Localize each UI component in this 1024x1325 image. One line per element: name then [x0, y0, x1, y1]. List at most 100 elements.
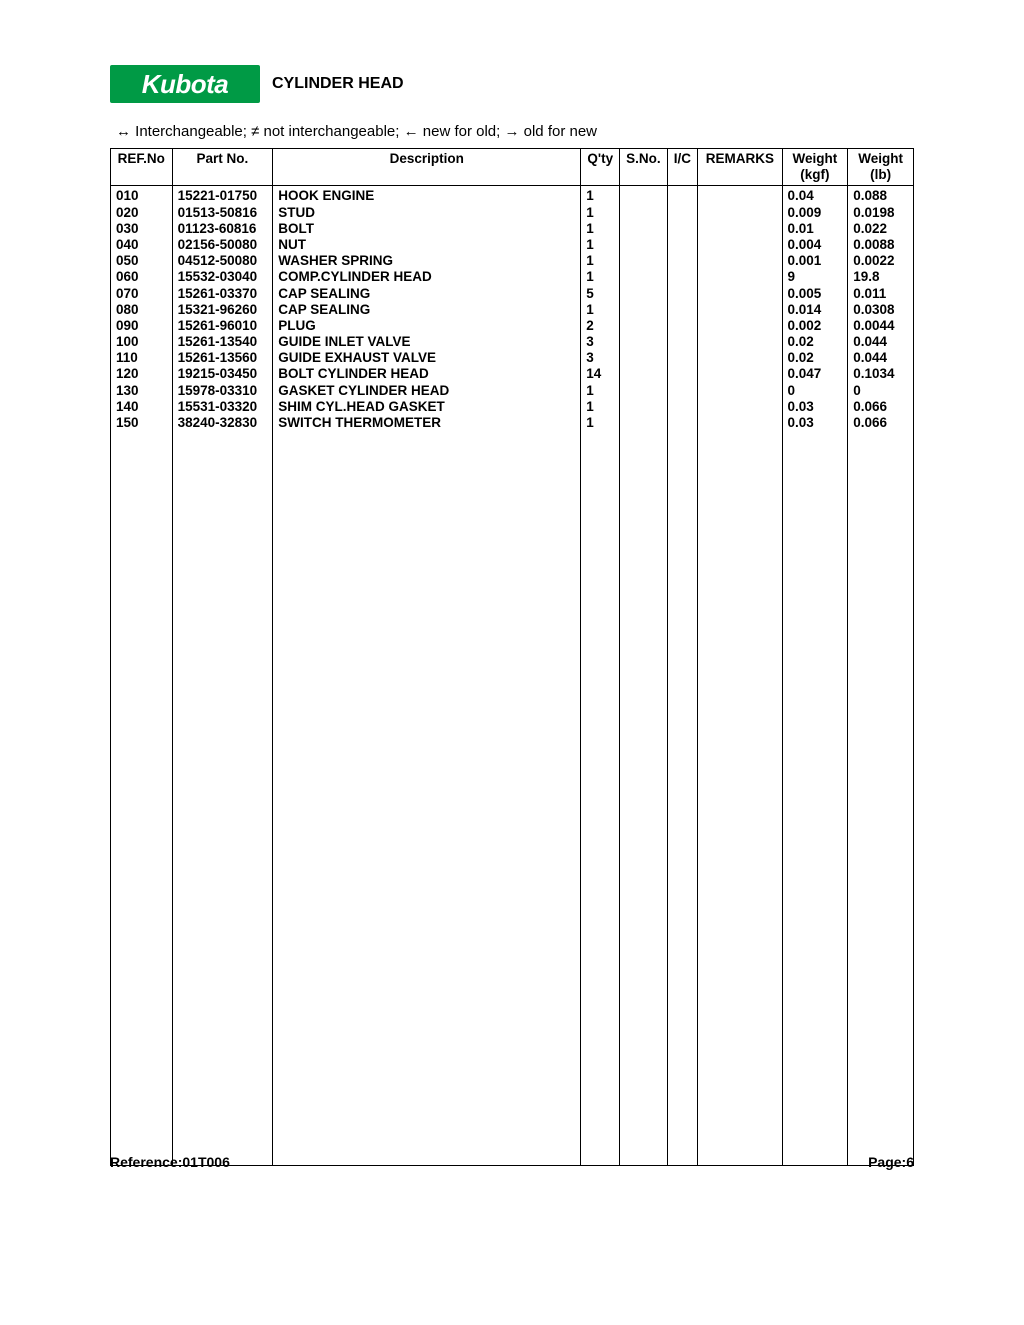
footer: Reference:01T006 Page:6 — [110, 1154, 914, 1170]
cell-ref: 100 — [116, 334, 167, 350]
cell-part: 01123-60816 — [178, 221, 268, 237]
cell-ref: 050 — [116, 253, 167, 269]
cell-desc: STUD — [278, 205, 575, 221]
cell-ref: 090 — [116, 318, 167, 334]
col-remarks: REMARKS — [698, 149, 782, 186]
cell-part: 15261-13560 — [178, 350, 268, 366]
table-body: 0100200300400500600700800901001101201301… — [111, 186, 914, 1166]
col-qty: Q'ty — [581, 149, 620, 186]
page-value: 6 — [906, 1154, 914, 1170]
cell-wlb: 0.011 — [853, 286, 908, 302]
cell-qty: 1 — [586, 302, 614, 318]
cell-wlb: 19.8 — [853, 269, 908, 285]
col-desc: Description — [273, 149, 581, 186]
cell-desc: GASKET CYLINDER HEAD — [278, 383, 575, 399]
cell-qty: 5 — [586, 286, 614, 302]
cell-qty: 1 — [586, 253, 614, 269]
cell-wkg: 0.009 — [788, 205, 843, 221]
cell-desc: COMP.CYLINDER HEAD — [278, 269, 575, 285]
cell-wkg: 0.004 — [788, 237, 843, 253]
cell-wlb: 0.044 — [853, 334, 908, 350]
cell-ref: 110 — [116, 350, 167, 366]
table-body-row: 0100200300400500600700800901001101201301… — [111, 186, 914, 1166]
cell-wlb: 0.066 — [853, 415, 908, 431]
cell-ref: 010 — [116, 188, 167, 204]
cell-desc: CAP SEALING — [278, 286, 575, 302]
page: Kubota CYLINDER HEAD ↔ Interchangeable; … — [0, 0, 1024, 1325]
cell-wlb: 0.022 — [853, 221, 908, 237]
cell-desc: GUIDE INLET VALVE — [278, 334, 575, 350]
cell-wlb: 0.0044 — [853, 318, 908, 334]
cell-desc: HOOK ENGINE — [278, 188, 575, 204]
cell-ref: 130 — [116, 383, 167, 399]
cell-qty: 1 — [586, 237, 614, 253]
col-desc-cells: HOOK ENGINESTUDBOLTNUTWASHER SPRINGCOMP.… — [273, 186, 581, 1166]
parts-table: REF.No Part No. Description Q'ty S.No. I… — [110, 148, 914, 1166]
cell-desc: CAP SEALING — [278, 302, 575, 318]
cell-wlb: 0.0308 — [853, 302, 908, 318]
cell-qty: 1 — [586, 399, 614, 415]
cell-wlb: 0.0022 — [853, 253, 908, 269]
cell-part: 15532-03040 — [178, 269, 268, 285]
cell-wlb: 0.1034 — [853, 366, 908, 382]
reference-label: Reference: — [110, 1154, 182, 1170]
cell-desc: SWITCH THERMOMETER — [278, 415, 575, 431]
cell-part: 15531-03320 — [178, 399, 268, 415]
cell-qty: 14 — [586, 366, 614, 382]
cell-ref: 140 — [116, 399, 167, 415]
cell-part: 15321-96260 — [178, 302, 268, 318]
cell-ref: 030 — [116, 221, 167, 237]
col-wkg: Weight (kgf) — [782, 149, 848, 186]
cell-wlb: 0.0198 — [853, 205, 908, 221]
cell-wkg: 0.02 — [788, 350, 843, 366]
col-ref-cells: 0100200300400500600700800901001101201301… — [111, 186, 173, 1166]
legend-text: ↔ Interchangeable; ≠ not interchangeable… — [116, 123, 914, 140]
col-ref: REF.No — [111, 149, 173, 186]
header: Kubota CYLINDER HEAD — [110, 65, 914, 103]
cell-desc: NUT — [278, 237, 575, 253]
col-ic: I/C — [667, 149, 698, 186]
cell-wkg: 0.002 — [788, 318, 843, 334]
col-sno: S.No. — [620, 149, 667, 186]
cell-wlb: 0.044 — [853, 350, 908, 366]
cell-wkg: 0.02 — [788, 334, 843, 350]
col-wlb: Weight (lb) — [848, 149, 914, 186]
cell-wkg: 0.03 — [788, 399, 843, 415]
cell-wkg: 9 — [788, 269, 843, 285]
cell-part: 15261-03370 — [178, 286, 268, 302]
cell-wkg: 0.04 — [788, 188, 843, 204]
cell-part: 19215-03450 — [178, 366, 268, 382]
col-rem-cells — [698, 186, 782, 1166]
cell-part: 01513-50816 — [178, 205, 268, 221]
cell-qty: 1 — [586, 415, 614, 431]
cell-ref: 060 — [116, 269, 167, 285]
cell-qty: 1 — [586, 188, 614, 204]
cell-qty: 3 — [586, 350, 614, 366]
col-part-cells: 15221-0175001513-5081601123-6081602156-5… — [172, 186, 273, 1166]
cell-ref: 020 — [116, 205, 167, 221]
reference: Reference:01T006 — [110, 1154, 230, 1170]
cell-wlb: 0.088 — [853, 188, 908, 204]
cell-wkg: 0.01 — [788, 221, 843, 237]
cell-wkg: 0.03 — [788, 415, 843, 431]
col-wkg-cells: 0.040.0090.010.0040.00190.0050.0140.0020… — [782, 186, 848, 1166]
cell-qty: 1 — [586, 269, 614, 285]
cell-desc: PLUG — [278, 318, 575, 334]
cell-part: 02156-50080 — [178, 237, 268, 253]
cell-part: 15261-96010 — [178, 318, 268, 334]
page-number: Page:6 — [868, 1154, 914, 1170]
cell-desc: GUIDE EXHAUST VALVE — [278, 350, 575, 366]
brand-logo: Kubota — [110, 65, 260, 103]
cell-ref: 040 — [116, 237, 167, 253]
col-part: Part No. — [172, 149, 273, 186]
reference-value: 01T006 — [182, 1154, 229, 1170]
cell-ref: 080 — [116, 302, 167, 318]
cell-ref: 070 — [116, 286, 167, 302]
col-qty-cells: 1111115123314111 — [581, 186, 620, 1166]
cell-desc: BOLT — [278, 221, 575, 237]
cell-desc: WASHER SPRING — [278, 253, 575, 269]
cell-part: 15978-03310 — [178, 383, 268, 399]
cell-part: 15221-01750 — [178, 188, 268, 204]
cell-part: 04512-50080 — [178, 253, 268, 269]
cell-ref: 120 — [116, 366, 167, 382]
